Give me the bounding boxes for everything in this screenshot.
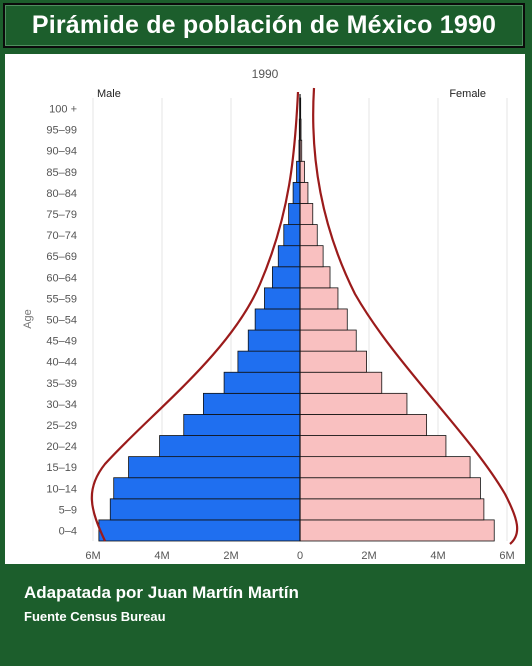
tick-label-y-5: 25–29	[46, 420, 77, 432]
bar-female-14	[299, 224, 318, 247]
tick-label-y-1: 5–9	[59, 504, 77, 516]
bar-female-6	[299, 392, 408, 415]
bar-female-3	[299, 456, 471, 479]
bar-male-7	[223, 371, 301, 394]
outline-curve-left	[90, 91, 300, 542]
grid-layer	[92, 98, 508, 541]
tick-label-y-19: 95–99	[46, 125, 77, 137]
tick-label-y-7: 35–39	[46, 378, 77, 390]
bar-female-13	[299, 245, 324, 268]
tick-label-y-14: 70–74	[46, 230, 77, 242]
tick-label-x-5: 4M	[430, 550, 445, 562]
tick-label-y-12: 60–64	[46, 272, 77, 284]
tick-label-y-4: 20–24	[46, 441, 77, 453]
y-axis-title: Age	[22, 309, 34, 329]
bar-male-2	[113, 477, 301, 500]
tick-label-y-10: 50–54	[46, 315, 77, 327]
bar-male-1	[109, 498, 301, 521]
tick-label-x-3: 0	[297, 550, 303, 562]
tick-label-x-6: 6M	[499, 550, 514, 562]
tick-label-y-17: 85–89	[46, 167, 77, 179]
bar-male-9	[247, 329, 301, 352]
tick-label-y-16: 80–84	[46, 188, 77, 200]
bar-male-12	[271, 266, 301, 289]
curve-layer	[90, 87, 519, 545]
bar-male-11	[264, 287, 301, 310]
bar-female-15	[299, 203, 314, 225]
bar-female-5	[299, 414, 428, 436]
bar-female-17	[299, 160, 305, 183]
tick-label-y-8: 40–44	[46, 357, 77, 369]
chart-panel: 1990 Male Female 0–4 5–9 10–14 15–19 20–24 25–29…	[5, 54, 525, 564]
tick-label-y-20: 100 +	[49, 104, 77, 116]
bar-male-14	[283, 224, 301, 247]
tick-label-y-18: 90–94	[46, 146, 77, 158]
tick-label-y-6: 30–34	[46, 399, 77, 411]
tick-label-y-9: 45–49	[46, 336, 77, 348]
tick-label-y-3: 15–19	[46, 462, 77, 474]
credit-text: Adapatada por Juan Martín Martín	[24, 583, 299, 602]
tick-label-y-15: 75–79	[46, 209, 77, 221]
bar-female-2	[299, 477, 481, 500]
legend-male: Male	[97, 88, 121, 100]
bar-female-1	[299, 498, 485, 521]
bar-female-0	[299, 519, 495, 542]
bar-male-6	[202, 392, 301, 415]
bar-male-8	[237, 350, 301, 373]
bar-male-15	[288, 203, 301, 225]
population-pyramid-chart: 1990 Male Female 0–4 5–9 10–14 15–19 20–24 25–29…	[22, 67, 519, 562]
bar-female-7	[299, 371, 383, 394]
bar-layer	[98, 94, 495, 542]
outline-curve-right	[312, 87, 519, 545]
bar-female-16	[299, 181, 309, 204]
bar-female-11	[299, 287, 339, 310]
tick-label-y-0: 0–4	[59, 525, 77, 537]
source-text: Fuente Census Bureau	[24, 609, 166, 624]
bar-male-3	[128, 456, 301, 479]
text-layer: 1990 Male Female 0–4 5–9 10–14 15–19 20–24 25–29…	[22, 67, 515, 562]
tick-label-x-0: 6M	[85, 550, 100, 562]
tick-label-x-4: 2M	[361, 550, 376, 562]
chart-title: 1990	[252, 67, 279, 81]
bar-male-5	[183, 414, 301, 436]
bar-female-10	[299, 308, 348, 331]
page-title: Pirámide de población de México 1990	[31, 11, 497, 39]
bar-male-0	[98, 519, 301, 542]
bar-male-13	[277, 245, 301, 268]
tick-label-x-2: 2M	[223, 550, 238, 562]
bar-male-10	[254, 308, 301, 331]
bar-male-4	[159, 435, 301, 458]
legend-female: Female	[449, 88, 486, 100]
bar-female-12	[299, 266, 331, 289]
bar-female-9	[299, 329, 357, 352]
bar-female-8	[299, 350, 367, 373]
tick-label-y-11: 55–59	[46, 293, 77, 305]
tick-label-y-13: 65–69	[46, 251, 77, 263]
title-banner: Pirámide de población de México 1990	[3, 3, 525, 48]
tick-label-y-2: 10–14	[46, 483, 77, 495]
bar-male-16	[292, 181, 301, 204]
tick-label-x-1: 4M	[154, 550, 169, 562]
bar-female-4	[299, 435, 447, 458]
